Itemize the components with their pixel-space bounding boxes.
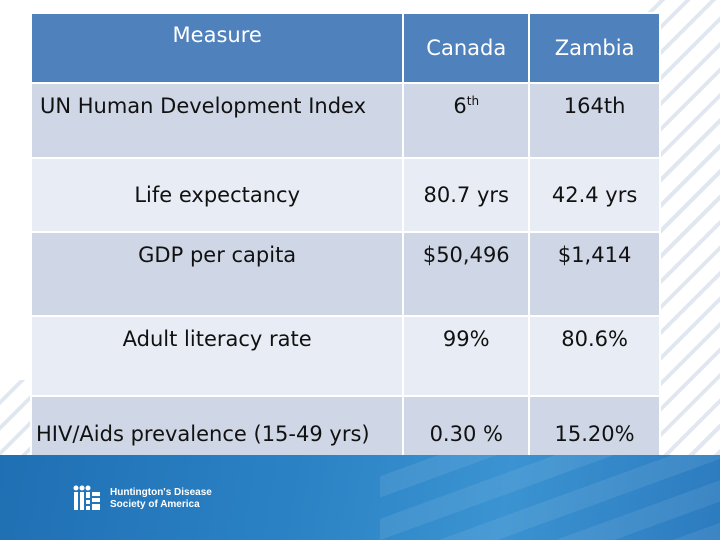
logo-line-1: Huntington's Disease — [110, 487, 212, 498]
canada-cell: 80.7 yrs — [402, 157, 531, 233]
table-row: Life expectancy 80.7 yrs 42.4 yrs — [29, 157, 661, 233]
hdsa-logo-icon — [73, 485, 100, 510]
measure-cell: GDP per capita — [29, 231, 405, 317]
logo-text: Huntington's Disease Society of America — [110, 487, 212, 511]
table-row: Adult literacy rate 99% 80.6% — [29, 315, 661, 397]
header-canada: Canada — [402, 12, 531, 84]
hdsa-logo: Huntington's Disease Society of America — [72, 484, 212, 514]
header-measure: Measure — [29, 12, 405, 84]
zambia-cell: 164th — [528, 82, 661, 159]
table-row: GDP per capita $50,496 $1,414 — [29, 231, 661, 317]
measure-cell: Adult literacy rate — [29, 315, 405, 397]
comparison-table: Measure Canada Zambia UN Human Developme… — [29, 12, 661, 473]
footer-decoration — [380, 455, 720, 540]
measure-cell: Life expectancy — [29, 157, 405, 233]
zambia-cell: 80.6% — [528, 315, 661, 397]
logo-line-2: Society of America — [110, 499, 200, 510]
header-zambia: Zambia — [528, 12, 661, 84]
table-header-row: Measure Canada Zambia — [29, 12, 661, 84]
table-row: UN Human Development Index 6th 164th — [29, 82, 661, 159]
canada-cell: 99% — [402, 315, 531, 397]
canada-cell: $50,496 — [402, 231, 531, 317]
measure-cell: UN Human Development Index — [29, 82, 405, 159]
zambia-cell: $1,414 — [528, 231, 661, 317]
canada-cell: 6th — [402, 82, 531, 159]
footer-band — [0, 455, 720, 540]
zambia-cell: 42.4 yrs — [528, 157, 661, 233]
